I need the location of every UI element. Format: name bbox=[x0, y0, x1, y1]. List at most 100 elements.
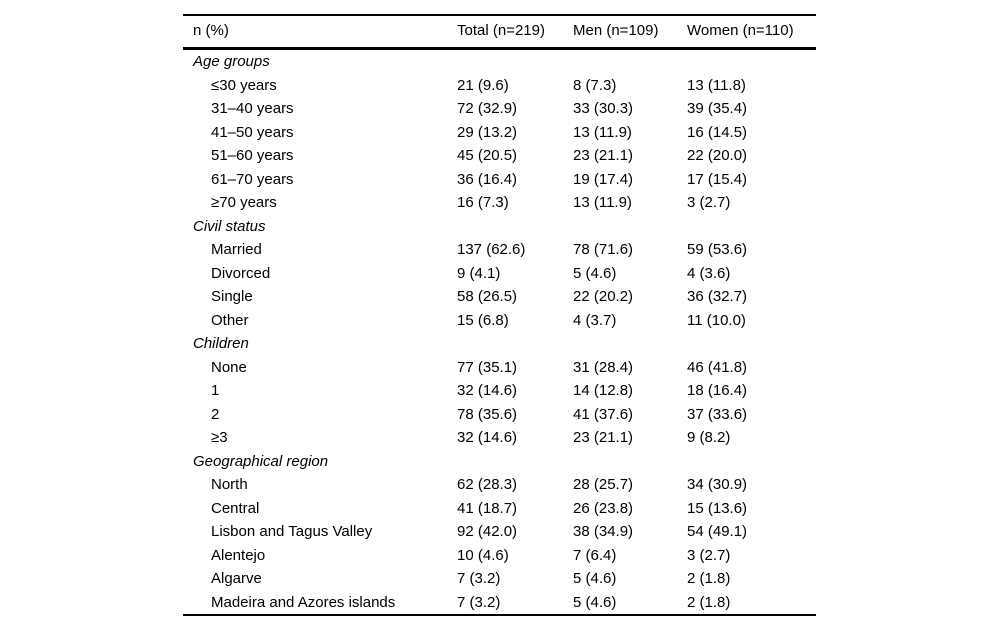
women-cell: 59 (53.6) bbox=[687, 241, 748, 258]
men-cell: 26 (23.8) bbox=[573, 499, 634, 517]
row-label: 2 bbox=[211, 405, 220, 423]
section-header-row: Geographical region bbox=[183, 450, 816, 474]
table-row: 1 32 (14.6) 14 (12.8) 18 (16.4) bbox=[183, 379, 816, 403]
total-cell: 77 (35.1) bbox=[457, 358, 518, 376]
total-cell: 41 (18.7) bbox=[457, 499, 518, 517]
women-cell: 13 (11.8) bbox=[687, 76, 746, 94]
total-cell: 36 (16.4) bbox=[457, 170, 518, 188]
women-cell: 46 (41.8) bbox=[687, 358, 748, 376]
table-row: Single 58 (26.5) 22 (20.2) 36 (32.7) bbox=[183, 285, 816, 309]
section-header-row: Children bbox=[183, 332, 816, 356]
row-label: ≤30 years bbox=[211, 76, 277, 94]
total-cell: 32 (14.6) bbox=[457, 382, 518, 399]
table-row: Lisbon and Tagus Valley 92 (42.0) 38 (34.9… bbox=[183, 520, 816, 544]
women-cell: 3 (2.7) bbox=[687, 194, 731, 211]
column-header-total: Total (n=219) bbox=[457, 14, 573, 50]
section-label: Geographical region bbox=[193, 452, 329, 470]
table-row: ≥70 years 16 (7.3) 13 (11.9) 3 (2.7) bbox=[183, 191, 816, 215]
men-cell: 13 (11.9) bbox=[573, 123, 632, 141]
total-cell: 137 (62.6) bbox=[457, 241, 526, 258]
men-cell: 14 (12.8) bbox=[573, 382, 634, 399]
row-label: None bbox=[211, 358, 247, 376]
row-label: Alentejo bbox=[211, 546, 266, 564]
men-cell: 22 (20.2) bbox=[573, 288, 634, 305]
women-cell: 34 (30.9) bbox=[687, 476, 748, 493]
table-row: 2 78 (35.6) 41 (37.6) 37 (33.6) bbox=[183, 403, 816, 427]
table-row: Married 137 (62.6) 78 (71.6) 59 (53.6) bbox=[183, 238, 816, 262]
column-header-n-percent: n (%) bbox=[183, 14, 457, 50]
men-cell: 7 (6.4) bbox=[573, 546, 617, 564]
total-cell: 15 (6.8) bbox=[457, 311, 509, 329]
table-row: Central 41 (18.7) 26 (23.8) 15 (13.6) bbox=[183, 497, 816, 521]
total-cell: 62 (28.3) bbox=[457, 476, 518, 493]
table-row: Divorced 9 (4.1) 5 (4.6) 4 (3.6) bbox=[183, 262, 816, 286]
row-label: 61–70 years bbox=[211, 170, 294, 188]
row-label: ≥70 years bbox=[211, 194, 277, 211]
women-cell: 2 (1.8) bbox=[687, 593, 731, 611]
table-row: 61–70 years 36 (16.4) 19 (17.4) 17 (15.4) bbox=[183, 168, 816, 192]
women-cell: 37 (33.6) bbox=[687, 405, 748, 423]
section-label: Children bbox=[193, 335, 249, 352]
men-cell: 31 (28.4) bbox=[573, 358, 634, 376]
total-cell: 10 (4.6) bbox=[457, 546, 509, 564]
women-cell: 11 (10.0) bbox=[687, 311, 746, 329]
table-row: 51–60 years 45 (20.5) 23 (21.1) 22 (20.0) bbox=[183, 144, 816, 168]
table-row: 41–50 years 29 (13.2) 13 (11.9) 16 (14.5) bbox=[183, 121, 816, 145]
row-label: 1 bbox=[211, 382, 220, 399]
total-cell: 29 (13.2) bbox=[457, 123, 518, 141]
row-label: North bbox=[211, 476, 248, 493]
men-cell: 78 (71.6) bbox=[573, 241, 634, 258]
row-label: 31–40 years bbox=[211, 100, 294, 117]
men-cell: 33 (30.3) bbox=[573, 100, 634, 117]
row-label: Other bbox=[211, 311, 249, 329]
table-row: Algarve 7 (3.2) 5 (4.6) 2 (1.8) bbox=[183, 567, 816, 591]
total-cell: 7 (3.2) bbox=[457, 593, 501, 611]
total-cell: 32 (14.6) bbox=[457, 429, 518, 446]
row-label: Central bbox=[211, 499, 260, 517]
row-label: Married bbox=[211, 241, 262, 258]
total-cell: 45 (20.5) bbox=[457, 147, 518, 164]
section-label: Age groups bbox=[193, 53, 270, 70]
section-header-row: Civil status bbox=[183, 215, 816, 239]
table-row: Other 15 (6.8) 4 (3.7) 11 (10.0) bbox=[183, 309, 816, 333]
demographics-table: n (%) Total (n=219) Men (n=109) Women (n… bbox=[183, 14, 816, 616]
women-cell: 9 (8.2) bbox=[687, 429, 731, 446]
men-cell: 23 (21.1) bbox=[573, 429, 634, 446]
men-cell: 28 (25.7) bbox=[573, 476, 634, 493]
column-header-men: Men (n=109) bbox=[573, 14, 687, 50]
row-label: Algarve bbox=[211, 570, 262, 587]
row-label: ≥3 bbox=[211, 429, 228, 446]
women-cell: 39 (35.4) bbox=[687, 100, 748, 117]
row-label: Lisbon and Tagus Valley bbox=[211, 523, 373, 540]
table-row: ≤30 years 21 (9.6) 8 (7.3) 13 (11.8) bbox=[183, 74, 816, 98]
total-cell: 7 (3.2) bbox=[457, 570, 501, 587]
table-row: Madeira and Azores islands 7 (3.2) 5 (4.6)… bbox=[183, 591, 816, 616]
men-cell: 4 (3.7) bbox=[573, 311, 617, 329]
women-cell: 2 (1.8) bbox=[687, 570, 731, 587]
table-row: North 62 (28.3) 28 (25.7) 34 (30.9) bbox=[183, 473, 816, 497]
men-cell: 5 (4.6) bbox=[573, 593, 617, 611]
total-cell: 16 (7.3) bbox=[457, 194, 509, 211]
row-label: Divorced bbox=[211, 264, 271, 282]
women-cell: 15 (13.6) bbox=[687, 499, 748, 517]
women-cell: 54 (49.1) bbox=[687, 523, 748, 540]
row-label: 51–60 years bbox=[211, 147, 294, 164]
women-cell: 4 (3.6) bbox=[687, 264, 731, 282]
column-header-women: Women (n=110) bbox=[687, 14, 816, 50]
table-row: 31–40 years 72 (32.9) 33 (30.3) 39 (35.4) bbox=[183, 97, 816, 121]
total-cell: 58 (26.5) bbox=[457, 288, 518, 305]
total-cell: 78 (35.6) bbox=[457, 405, 518, 423]
section-label: Civil status bbox=[193, 217, 266, 235]
men-cell: 41 (37.6) bbox=[573, 405, 634, 423]
total-cell: 92 (42.0) bbox=[457, 523, 518, 540]
women-cell: 22 (20.0) bbox=[687, 147, 748, 164]
row-label: Madeira and Azores islands bbox=[211, 593, 396, 611]
table-row: ≥3 32 (14.6) 23 (21.1) 9 (8.2) bbox=[183, 426, 816, 450]
header-row: n (%) Total (n=219) Men (n=109) Women (n… bbox=[183, 14, 816, 50]
men-cell: 8 (7.3) bbox=[573, 76, 617, 94]
men-cell: 5 (4.6) bbox=[573, 264, 617, 282]
table-body: Age groups ≤30 years 21 (9.6) 8 (7.3) 13 (11… bbox=[183, 49, 816, 616]
table-header: n (%) Total (n=219) Men (n=109) Women (n… bbox=[183, 14, 816, 50]
men-cell: 5 (4.6) bbox=[573, 570, 617, 587]
